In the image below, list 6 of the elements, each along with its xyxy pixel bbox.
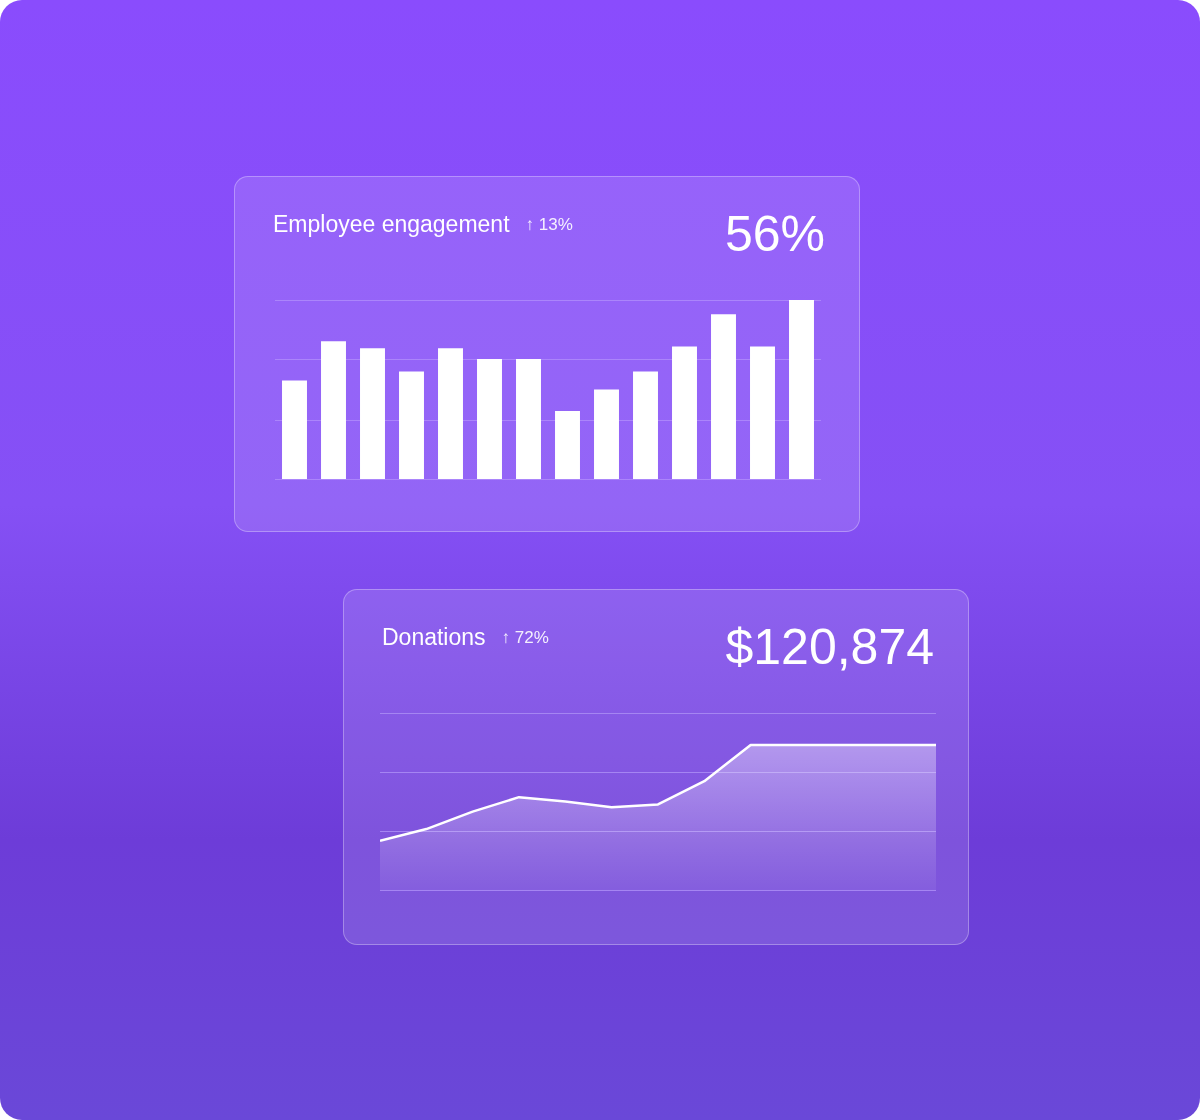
text: ↑ 13% bbox=[525, 215, 573, 235]
text: 56% bbox=[724, 205, 825, 263]
chart-title: Employee engagement bbox=[273, 211, 510, 238]
chart-title: Donations bbox=[382, 624, 486, 651]
text: $120,874 bbox=[725, 618, 934, 676]
text: ↑ 72% bbox=[501, 628, 549, 648]
